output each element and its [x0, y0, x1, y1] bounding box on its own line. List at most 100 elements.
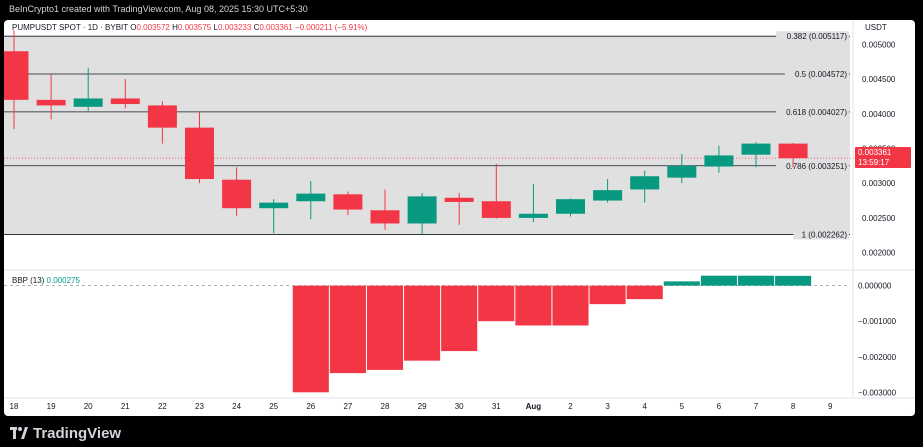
- price-tick-label: 0.005000: [862, 40, 896, 49]
- candle-body-8: [778, 143, 808, 159]
- price-tick-label: 0.003000: [862, 179, 896, 188]
- bbp-bar-26: [292, 285, 329, 393]
- bbp-histogram: [292, 275, 812, 393]
- symbol-label[interactable]: PUMPUSDT SPOT · 1D · BYBIT: [12, 23, 129, 32]
- bbp-bar-29: [404, 285, 441, 361]
- time-tick-label: 27: [343, 402, 352, 411]
- price-tick-label: 0.004500: [862, 75, 896, 84]
- time-tick-label: 2: [568, 402, 573, 411]
- last-price-value: 0.003361: [858, 148, 892, 157]
- high-value: 0.003575: [177, 23, 212, 32]
- currency-label: USDT: [865, 23, 887, 32]
- bbp-bar-27: [329, 285, 366, 374]
- creator-attribution: BeInCrypto1 created with TradingView.com…: [9, 4, 308, 14]
- indicator-legend[interactable]: BBP (13) 0.000275: [12, 276, 80, 285]
- fib-label-bg: [776, 31, 849, 42]
- indicator-name[interactable]: BBP (13): [12, 276, 45, 285]
- tradingview-footer: TradingView: [10, 425, 121, 442]
- candle-body-29: [407, 196, 437, 224]
- time-tick-label: 7: [754, 402, 759, 411]
- candle-body-30: [444, 197, 474, 202]
- high-label: H: [172, 23, 178, 32]
- candle-body-23: [185, 127, 214, 180]
- bbp-bar-Aug: [515, 285, 552, 326]
- bbp-tick-label: −0.001000: [858, 317, 897, 326]
- fib-label-bg: [776, 160, 849, 171]
- open-label: O: [130, 23, 137, 32]
- bbp-bar-3: [589, 285, 626, 305]
- time-tick-label: 28: [381, 402, 390, 411]
- candle-body-7: [741, 143, 771, 155]
- time-tick-label: 19: [47, 402, 56, 411]
- candle-body-21: [110, 98, 140, 105]
- bbp-bar-2: [552, 285, 589, 326]
- change-value: −0.000211 (−5.91%): [294, 23, 368, 32]
- chart-panel[interactable]: 0.382 (0.005117) 0.5 (0.004572) 0.618 (0.0…: [4, 20, 915, 416]
- fib-label-bg: [784, 69, 849, 80]
- fib-label-0.786: 0.786 (0.003251): [786, 162, 847, 171]
- tradingview-logo-icon: [10, 427, 28, 440]
- bbp-tick-label: −0.002000: [858, 353, 897, 362]
- price-tick-label: 0.002500: [862, 214, 896, 223]
- bbp-tick-label: −0.003000: [858, 388, 897, 397]
- fib-label-bg: [793, 229, 849, 240]
- candle-body-Aug: [518, 213, 548, 218]
- bbp-bar-5: [663, 281, 700, 286]
- fib-label-1: 1 (0.002262): [802, 230, 848, 239]
- candle-body-22: [147, 105, 177, 128]
- fib-label-0.382: 0.382 (0.005117): [787, 32, 848, 41]
- close-value: 0.003361: [259, 23, 293, 32]
- time-tick-label: 31: [492, 402, 501, 411]
- time-tick-label: 22: [158, 402, 167, 411]
- candle-body-18: [4, 51, 29, 100]
- candle-body-28: [370, 210, 400, 224]
- candle-body-27: [333, 194, 363, 210]
- bbp-bar-8: [775, 275, 812, 286]
- bbp-tick-label: 0.000000: [858, 282, 892, 291]
- ohlc-legend[interactable]: PUMPUSDT SPOT · 1D · BYBIT O0.003572 H0.…: [12, 23, 367, 32]
- bbp-bar-4: [626, 285, 663, 300]
- time-tick-label: 24: [232, 402, 241, 411]
- bbp-bar-7: [737, 275, 775, 286]
- chart-canvas[interactable]: 0.382 (0.005117) 0.5 (0.004572) 0.618 (0.0…: [4, 20, 915, 416]
- bbp-bar-30: [441, 285, 478, 352]
- time-tick-label: 20: [84, 402, 93, 411]
- candle-body-4: [630, 176, 660, 190]
- candle-body-31: [481, 201, 511, 218]
- candle-body-5: [667, 165, 697, 178]
- time-tick-label: 4: [642, 402, 647, 411]
- candle-body-3: [593, 190, 623, 201]
- time-tick-label: 3: [605, 402, 610, 411]
- close-label: C: [253, 23, 260, 32]
- fib-label-0.5: 0.5 (0.004572): [795, 70, 847, 79]
- time-tick-label: 9: [828, 402, 833, 411]
- last-price-tag: 0.003361 13:59:17: [855, 147, 911, 168]
- bbp-bar-31: [478, 285, 515, 322]
- fib-label-0.618: 0.618 (0.004027): [786, 108, 847, 117]
- candle-body-2: [556, 199, 585, 214]
- axes: 0.0050000.0045000.0040000.0035000.003000…: [10, 40, 897, 411]
- time-tick-label: 23: [195, 402, 204, 411]
- time-tick-label: 5: [680, 402, 685, 411]
- time-tick-label: 8: [791, 402, 796, 411]
- price-tick-label: 0.004000: [862, 110, 896, 119]
- candle-body-6: [704, 155, 734, 167]
- candle-body-25: [259, 202, 289, 209]
- bbp-bar-28: [366, 285, 404, 370]
- bar-countdown: 13:59:17: [858, 158, 890, 167]
- candle-body-19: [36, 99, 66, 106]
- low-label: L: [213, 23, 218, 32]
- time-tick-label: 18: [10, 402, 19, 411]
- price-tick-label: 0.002000: [862, 249, 896, 258]
- candlestick-series: [4, 30, 808, 234]
- candle-body-20: [73, 98, 103, 107]
- low-value: 0.003233: [217, 23, 252, 32]
- time-tick-label: 26: [306, 402, 315, 411]
- time-tick-label: 6: [717, 402, 722, 411]
- time-tick-label: 25: [269, 402, 278, 411]
- time-tick-label: 21: [121, 402, 130, 411]
- indicator-value: 0.000275: [46, 276, 80, 285]
- candle-body-26: [296, 193, 326, 202]
- time-tick-label: 29: [418, 402, 427, 411]
